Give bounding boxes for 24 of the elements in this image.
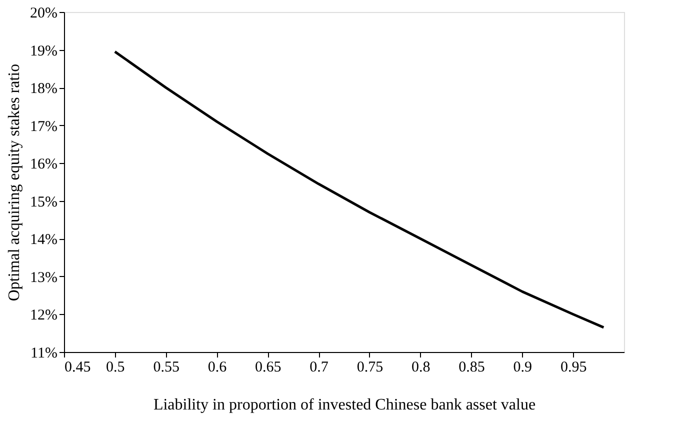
y-tick-label: 15% <box>30 194 58 210</box>
x-tick-label: 0.65 <box>255 360 282 376</box>
x-tick-label: 0.55 <box>153 360 180 376</box>
y-tick-label: 12% <box>30 308 58 324</box>
x-tick-label: 0.5 <box>106 360 125 376</box>
y-tick-label: 14% <box>30 232 58 248</box>
y-tick-label: 19% <box>30 43 58 60</box>
x-tick-label: 0.9 <box>513 360 532 376</box>
x-tick-label: 0.7 <box>310 360 329 376</box>
y-tick-label: 18% <box>30 81 58 98</box>
line-series <box>114 50 605 329</box>
x-tick-label: 0.85 <box>458 360 485 376</box>
y-tick-label: 20% <box>30 6 58 22</box>
x-tick-label: 0.75 <box>356 360 384 376</box>
x-tick-label: 0.6 <box>208 360 228 376</box>
y-tick-label: 11% <box>30 346 58 362</box>
x-axis-title: Liability in proportion of invested Chinese bank asset value <box>153 396 536 414</box>
y-tick-label: 16% <box>30 156 58 173</box>
x-tick-label: 0.95 <box>560 360 587 376</box>
y-axis-title: Optimal acquiring equity stakes ratio <box>6 64 24 302</box>
x-tick-label: 0.45 <box>64 360 91 376</box>
y-tick-label: 17% <box>30 118 58 135</box>
y-tick-label: 13% <box>30 270 58 286</box>
x-tick-label: 0.8 <box>411 360 430 376</box>
